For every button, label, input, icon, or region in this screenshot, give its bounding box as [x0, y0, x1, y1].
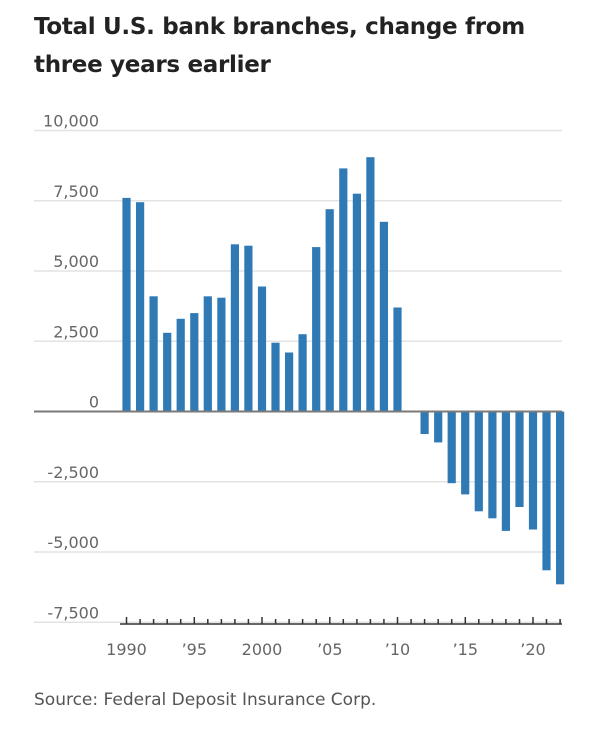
- bar-1993: [163, 332, 172, 412]
- bar-2014: [447, 411, 456, 484]
- bars: [122, 157, 565, 585]
- bar-2019: [515, 411, 524, 507]
- bar-2022: [556, 411, 565, 585]
- x-tick-label: ’05: [317, 640, 342, 659]
- y-axis-labels: 10,000 7,500 5,000 2,500 0 -2,500 -5,000 -7,500: [43, 112, 99, 623]
- bar-2016: [474, 411, 483, 512]
- y-tick-label: 7,500: [53, 182, 99, 201]
- bar-2009: [379, 221, 388, 412]
- bar-2000: [257, 286, 267, 412]
- bar-2018: [501, 411, 510, 531]
- bar-1991: [136, 202, 145, 412]
- bar-2017: [488, 411, 497, 519]
- bar-1992: [149, 296, 158, 412]
- x-tick-label: 2000: [242, 640, 283, 659]
- y-tick-label: -2,500: [47, 463, 99, 482]
- y-tick-label: 2,500: [53, 322, 99, 341]
- x-tick-label: ’15: [453, 640, 478, 659]
- chart-title: Total U.S. bank branches, change from th…: [34, 14, 525, 78]
- x-axis-labels: 1990 ’95 2000 ’05 ’10 ’15 ’20: [106, 640, 546, 659]
- x-tick-label: 1990: [106, 640, 147, 659]
- bar-2015: [461, 411, 470, 495]
- y-tick-label: -5,000: [47, 533, 99, 552]
- bar-1990: [122, 197, 131, 412]
- y-tick-label: 10,000: [43, 112, 99, 131]
- y-tick-label: -7,500: [47, 603, 99, 622]
- bar-2001: [271, 342, 280, 412]
- gridlines: [34, 129, 562, 624]
- bar-1994: [176, 318, 185, 412]
- bar-2005: [325, 209, 334, 412]
- bar-2020: [528, 411, 538, 530]
- bar-2006: [339, 168, 348, 412]
- bar-2012: [420, 411, 429, 434]
- x-tick-label: ’95: [182, 640, 207, 659]
- axes: [34, 410, 562, 625]
- bar-2002: [285, 352, 294, 412]
- bar-1998: [230, 244, 239, 412]
- x-tick-label: ’10: [385, 640, 410, 659]
- bar-2010: [393, 307, 402, 412]
- y-tick-label: 5,000: [53, 252, 99, 271]
- source-note: Source: Federal Deposit Insurance Corp.: [34, 690, 377, 710]
- bar-1999: [244, 245, 253, 412]
- bar-1996: [203, 296, 212, 412]
- bar-2008: [366, 157, 375, 412]
- bar-2004: [312, 247, 321, 412]
- bar-1995: [190, 313, 199, 412]
- x-tick-label: ’20: [520, 640, 545, 659]
- bar-1997: [217, 297, 226, 412]
- bar-2021: [542, 411, 551, 571]
- y-tick-label: 0: [89, 393, 99, 412]
- bar-2013: [434, 411, 443, 443]
- bar-2003: [298, 334, 307, 412]
- bar-2007: [352, 193, 361, 412]
